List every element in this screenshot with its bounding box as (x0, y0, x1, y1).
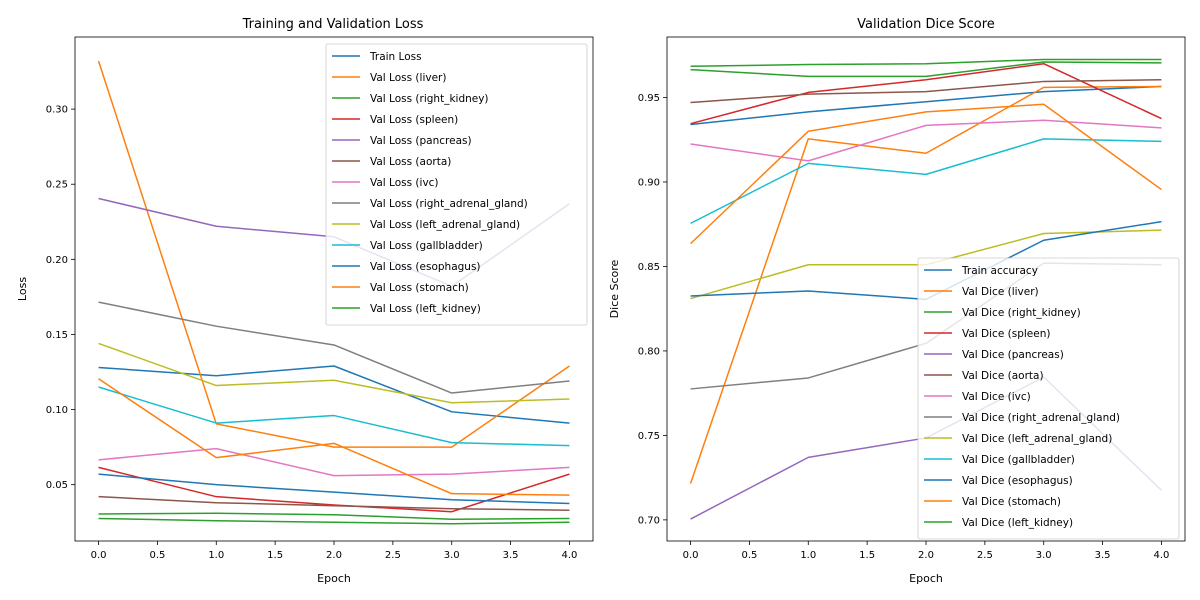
dice-y-tick-label: 0.75 (638, 431, 660, 442)
dice-y-tick-label: 0.80 (638, 346, 660, 357)
loss-legend-label: Train Loss (369, 51, 422, 63)
dice-y-tick-label: 0.70 (638, 515, 660, 526)
dice-legend-label: Val Dice (right_kidney) (962, 307, 1081, 319)
dice-y-axis-label: Dice Score (608, 259, 621, 318)
loss-x-tick-label: 3.5 (503, 550, 519, 561)
dice-legend-label: Val Dice (gallbladder) (962, 454, 1075, 466)
loss-x-tick-label: 0.5 (149, 550, 165, 561)
loss-series-line (98, 386, 570, 447)
dice-legend-label: Val Dice (right_adrenal_gland) (962, 412, 1120, 424)
dice-series-line (690, 79, 1162, 104)
loss-legend-label: Val Loss (left_kidney) (370, 303, 481, 315)
dice-x-tick-label: 0.0 (683, 550, 699, 561)
loss-x-tick-label: 2.5 (385, 550, 401, 561)
dice-legend-label: Val Dice (ivc) (962, 391, 1031, 403)
dice-x-tick-label: 2.0 (918, 550, 934, 561)
loss-legend-label: Val Loss (stomach) (370, 282, 469, 294)
dice-x-tick-label: 3.5 (1095, 550, 1111, 561)
loss-legend-label: Val Loss (esophagus) (370, 261, 481, 273)
dice-ticks-layer: 0.0 0.5 1.0 1.5 2.0 2.5 3.0 3.5 4.0 0.70 0.75 0.80 0… (638, 93, 1170, 561)
dice-x-tick-label: 3.0 (1036, 550, 1052, 561)
dice-legend-label: Val Dice (pancreas) (962, 349, 1064, 361)
loss-legend-label: Val Loss (right_kidney) (370, 93, 489, 105)
dice-y-tick-label: 0.85 (638, 262, 660, 273)
dice-x-tick-label: 2.5 (977, 550, 993, 561)
loss-series-line (98, 512, 570, 520)
dice-x-tick-label: 1.0 (800, 550, 816, 561)
dice-series-line (690, 85, 1162, 126)
dice-legend-frame (917, 257, 1180, 540)
loss-legend-label: Val Loss (right_adrenal_gland) (370, 198, 528, 210)
loss-series-line (98, 365, 570, 424)
loss-y-tick-label: 0.20 (46, 255, 68, 266)
loss-ticks-layer: 0.0 0.5 1.0 1.5 2.0 2.5 3.0 3.5 4.0 0.05 0.10 0.15 0… (46, 105, 578, 561)
loss-legend-frame (325, 43, 588, 326)
loss-y-tick-label: 0.15 (46, 330, 68, 341)
loss-series-line (98, 342, 570, 404)
loss-x-axis-label: Epoch (317, 572, 351, 585)
dice-y-tick-label: 0.90 (638, 177, 660, 188)
loss-x-tick-label: 1.5 (267, 550, 283, 561)
loss-series-line (98, 447, 570, 477)
loss-x-tick-label: 3.0 (444, 550, 460, 561)
loss-series-line (98, 495, 570, 511)
loss-x-tick-label: 0.0 (91, 550, 107, 561)
dice-chart-title: Validation Dice Score (857, 17, 995, 32)
dice-x-tick-label: 4.0 (1154, 550, 1170, 561)
dice-x-tick-label: 1.5 (859, 550, 875, 561)
loss-y-axis-label: Loss (16, 277, 29, 301)
loss-y-tick-label: 0.05 (46, 480, 68, 491)
dice-chart: Validation Dice Score 0.0 0.5 1.0 1.5 2.0 2.5… (608, 17, 1186, 585)
loss-chart: Training and Validation Loss 0.0 0.5 1.0 1.… (16, 17, 594, 585)
dice-series-line (689, 85, 1162, 484)
dice-series-line (690, 103, 1162, 245)
loss-series-line (98, 378, 570, 496)
loss-legend-label: Val Loss (aorta) (370, 156, 451, 168)
loss-series-layer (97, 60, 570, 525)
dice-legend-label: Val Dice (stomach) (962, 496, 1061, 508)
loss-y-tick-label: 0.30 (46, 105, 68, 116)
loss-chart-title: Training and Validation Loss (242, 17, 424, 32)
dice-series-line (690, 138, 1162, 225)
loss-series-line (98, 301, 570, 394)
loss-legend-label: Val Loss (liver) (370, 72, 446, 84)
loss-legend-label: Val Loss (left_adrenal_gland) (370, 219, 520, 231)
dice-legend-label: Val Dice (esophagus) (962, 475, 1073, 487)
dice-legend: Train accuracy Val Dice (liver) Val Dice (… (917, 257, 1180, 540)
loss-series-line (98, 473, 570, 505)
dice-series-line (690, 58, 1162, 67)
dice-x-tick-label: 0.5 (741, 550, 757, 561)
dice-series-line (690, 62, 1162, 125)
loss-x-tick-label: 1.0 (208, 550, 224, 561)
dice-y-tick-label: 0.95 (638, 93, 660, 104)
dice-x-axis-label: Epoch (909, 572, 943, 585)
dice-legend-label: Val Dice (spleen) (962, 328, 1050, 340)
loss-legend-label: Val Loss (spleen) (370, 114, 458, 126)
dice-series-line (690, 61, 1162, 78)
dice-legend-label: Val Dice (liver) (962, 286, 1039, 298)
loss-y-tick-label: 0.25 (46, 180, 68, 191)
dice-legend-label: Train accuracy (961, 265, 1038, 277)
dice-series-line (690, 119, 1162, 162)
loss-series-line (98, 517, 570, 525)
loss-legend-label: Val Loss (gallbladder) (370, 240, 483, 252)
loss-legend-label: Val Loss (ivc) (370, 177, 439, 189)
loss-y-tick-label: 0.10 (46, 405, 68, 416)
dice-legend-label: Val Dice (left_kidney) (962, 517, 1073, 529)
loss-x-tick-label: 2.0 (326, 550, 342, 561)
loss-legend: Train Loss Val Loss (liver) Val Loss (righ… (325, 43, 588, 326)
loss-x-tick-label: 4.0 (562, 550, 578, 561)
loss-series-line (97, 60, 570, 448)
dice-legend-label: Val Dice (left_adrenal_gland) (962, 433, 1112, 445)
loss-legend-label: Val Loss (pancreas) (370, 135, 472, 147)
dice-legend-label: Val Dice (aorta) (962, 370, 1044, 382)
